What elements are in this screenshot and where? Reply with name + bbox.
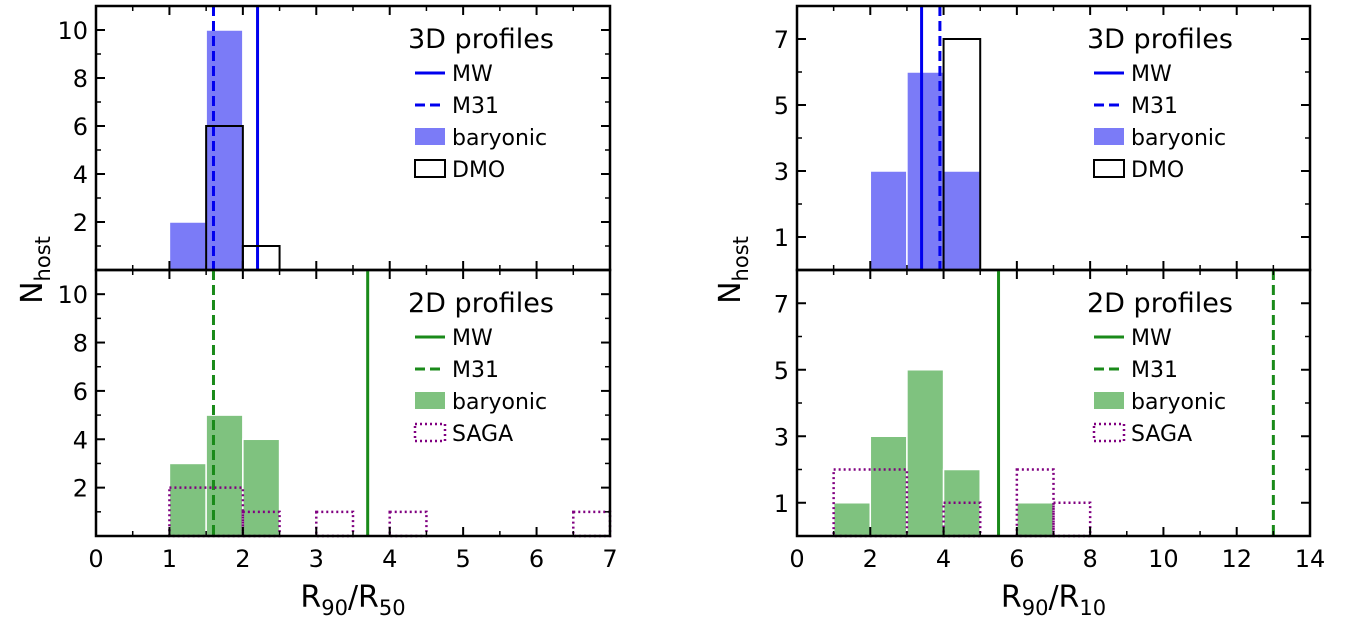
bar-dmo-1 xyxy=(241,245,281,271)
y-axis-label-right: Nhost xyxy=(713,236,753,304)
legend-title: 3D profiles xyxy=(1087,24,1233,55)
bar-baryonic-1 xyxy=(205,29,244,271)
xtick-label: 5 xyxy=(456,545,471,573)
bar-baryonic-1 xyxy=(906,71,945,271)
ytick-label: 7 xyxy=(774,26,789,54)
ytick-label: 10 xyxy=(57,281,88,309)
legend-label-saga: SAGA xyxy=(1131,422,1192,447)
ytick-label: 5 xyxy=(774,357,789,385)
legend-label-m31: M31 xyxy=(452,94,499,119)
legend-swatch-baryonic xyxy=(415,392,445,409)
legend-label-mw: MW xyxy=(452,326,493,351)
bar-baryonic-2 xyxy=(242,438,281,537)
legend-title: 2D profiles xyxy=(1087,288,1233,319)
legend-label-m31: M31 xyxy=(1131,94,1178,119)
legend-title: 2D profiles xyxy=(408,288,554,319)
xtick-label: 6 xyxy=(529,545,544,573)
legend-swatch-saga xyxy=(1092,422,1126,443)
legend-label-saga: SAGA xyxy=(452,422,513,447)
bar-baryonic-0 xyxy=(168,462,207,537)
legend-label-baryonic: baryonic xyxy=(1131,126,1226,151)
legend-label-baryonic: baryonic xyxy=(452,126,547,151)
ytick-label: 10 xyxy=(57,17,88,45)
xtick-label: 0 xyxy=(789,545,804,573)
legend-label-baryonic: baryonic xyxy=(1131,390,1226,415)
ytick-label: 4 xyxy=(73,161,88,189)
panel-left-top: 2 4 6 8 10 3D profiles MW M31 baryonic DMO xyxy=(57,4,612,272)
ytick-label: 1 xyxy=(774,490,789,518)
xtick-label: 0 xyxy=(88,545,103,573)
x-axis-label: R90/R10 xyxy=(1001,580,1106,620)
xtick-label: 4 xyxy=(382,545,397,573)
legend-label-mw: MW xyxy=(452,62,493,87)
legend-label-m31: M31 xyxy=(452,358,499,383)
xtick-label: 1 xyxy=(162,545,177,573)
y-axis-label-left: Nhost xyxy=(15,236,55,304)
panel-right-top: 1 3 5 7 3D profiles MW M31 baryonic DMO xyxy=(774,4,1312,272)
ytick-label: 4 xyxy=(73,426,88,454)
ytick-label: 3 xyxy=(774,423,789,451)
legend-title: 3D profiles xyxy=(408,24,554,55)
bar-baryonic-0 xyxy=(168,221,207,271)
ytick-label: 7 xyxy=(774,290,789,318)
x-axis-label: R90/R50 xyxy=(300,580,405,620)
panel-right-bottom: 1 3 5 7 0 2 4 6 8 10 12 14 R90/R10 2D profiles MW M31 ba… xyxy=(774,268,1326,620)
xtick-label: 10 xyxy=(1148,545,1179,573)
ytick-label: 1 xyxy=(774,224,789,252)
xtick-label: 6 xyxy=(1009,545,1024,573)
bar-saga-4 xyxy=(572,510,612,538)
bar-baryonic-1 xyxy=(205,414,244,537)
legend-swatch-baryonic xyxy=(1094,392,1124,409)
xtick-label: 8 xyxy=(1083,545,1098,573)
xtick-label: 2 xyxy=(235,545,250,573)
bar-saga-3 xyxy=(1052,501,1092,538)
bar-baryonic-2 xyxy=(906,369,945,537)
bar-baryonic-1 xyxy=(869,435,908,537)
bar-saga-0 xyxy=(168,486,245,538)
legend-label-dmo: DMO xyxy=(1131,158,1184,183)
panel-left-bottom: 2 4 6 8 10 0 1 2 3 4 5 6 7 R90/R50 2D profiles MW M31 bar… xyxy=(57,268,618,620)
xtick-label: 3 xyxy=(309,545,324,573)
legend-label-baryonic: baryonic xyxy=(452,390,547,415)
xtick-label: 14 xyxy=(1295,545,1326,573)
legend-swatch-baryonic xyxy=(1094,128,1124,145)
legend-label-m31: M31 xyxy=(1131,358,1178,383)
ytick-label: 6 xyxy=(73,113,88,141)
xtick-label: 4 xyxy=(936,545,951,573)
ytick-label: 8 xyxy=(73,330,88,358)
legend-swatch-baryonic xyxy=(415,128,445,145)
bar-baryonic-4 xyxy=(1016,502,1055,537)
ytick-label: 3 xyxy=(774,158,789,186)
xtick-label: 12 xyxy=(1221,545,1252,573)
ytick-label: 8 xyxy=(73,65,88,93)
legend-label-mw: MW xyxy=(1131,326,1172,351)
legend-label-mw: MW xyxy=(1131,62,1172,87)
xtick-label: 7 xyxy=(602,545,617,573)
bar-baryonic-2 xyxy=(942,170,981,271)
bar-saga-3 xyxy=(388,510,428,538)
ytick-label: 5 xyxy=(774,92,789,120)
legend-label-dmo: DMO xyxy=(452,158,505,183)
bar-baryonic-0 xyxy=(832,502,872,537)
ytick-label: 2 xyxy=(73,209,88,237)
legend-swatch-saga xyxy=(413,422,447,443)
legend-swatch-dmo xyxy=(414,159,446,178)
bar-saga-2 xyxy=(315,510,355,538)
bar-baryonic-0 xyxy=(869,170,908,271)
ytick-label: 6 xyxy=(73,378,88,406)
xtick-label: 2 xyxy=(863,545,878,573)
ytick-label: 2 xyxy=(73,475,88,503)
legend-swatch-dmo xyxy=(1093,159,1125,178)
